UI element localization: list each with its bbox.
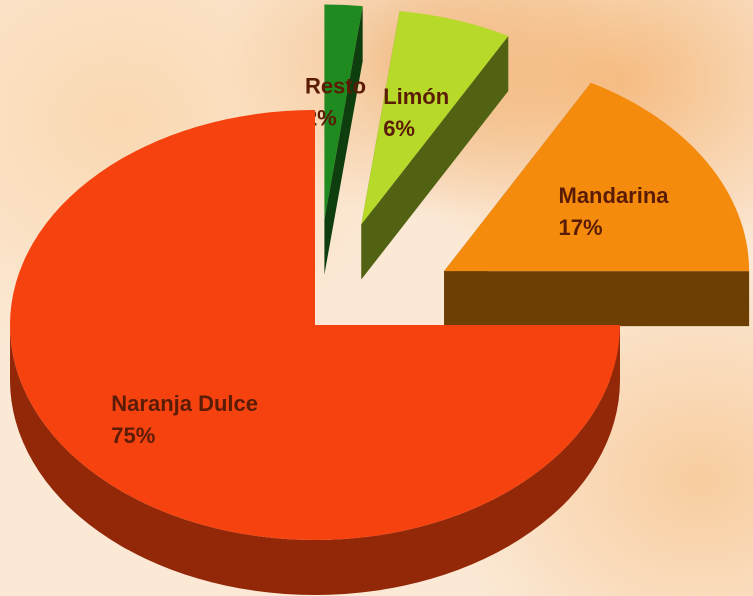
slice	[361, 11, 509, 225]
slice	[10, 110, 620, 540]
slice-label: Mandarina	[559, 183, 670, 208]
slice-label: Resto	[305, 73, 366, 98]
slice-side	[10, 325, 620, 595]
slice	[444, 82, 750, 272]
slice-label: Limón	[383, 84, 449, 109]
slice-value-label: 17%	[559, 215, 603, 240]
slice-wall	[324, 6, 363, 275]
slice-value-label: 75%	[111, 423, 155, 448]
slice-wall	[444, 271, 750, 327]
slice-label: Naranja Dulce	[111, 391, 258, 416]
slice-value-label: 6%	[383, 116, 415, 141]
slice	[324, 4, 363, 220]
slice-wall	[361, 36, 509, 280]
